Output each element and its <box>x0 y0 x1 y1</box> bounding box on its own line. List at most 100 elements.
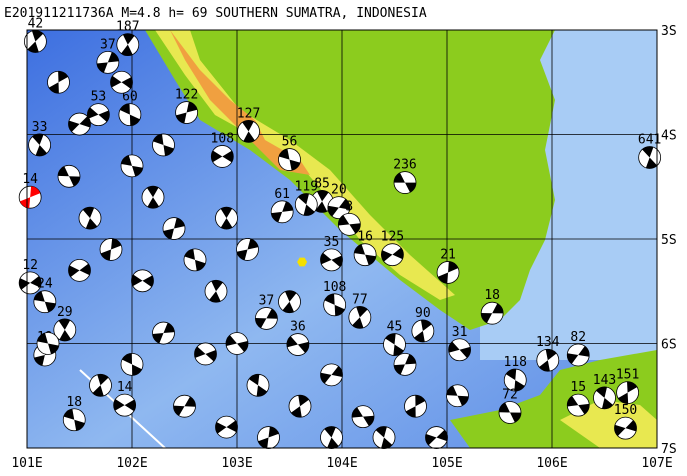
depth-label: 33 <box>32 120 48 135</box>
beachball-compression <box>618 381 638 404</box>
beachball-compression <box>352 306 368 329</box>
depth-label: 122 <box>175 88 198 103</box>
beachball-compression <box>539 349 557 372</box>
beachball-compression <box>297 193 315 216</box>
depth-label: 42 <box>28 16 44 31</box>
beachball <box>215 415 238 439</box>
beachball-compression <box>100 238 122 261</box>
beachball <box>254 307 278 330</box>
beachball-compression <box>226 335 248 352</box>
beachball-compression <box>163 217 185 240</box>
highlands <box>155 30 455 300</box>
beachball <box>120 352 144 376</box>
beachball-compression <box>96 52 119 73</box>
beachball <box>448 338 472 362</box>
frame <box>26 29 658 449</box>
beachball <box>425 426 448 449</box>
beachball <box>348 305 372 329</box>
beachball-compression <box>173 396 196 416</box>
y-tick-label: 7S <box>661 442 677 457</box>
depth-label: 12 <box>22 258 38 273</box>
beachball-compression <box>37 332 59 355</box>
beachball-compression <box>375 426 393 449</box>
beachball-compression <box>68 263 91 277</box>
beachball-compression <box>121 33 135 56</box>
beachball <box>68 258 91 282</box>
beachball <box>210 145 234 168</box>
depth-label: 119 <box>295 180 318 195</box>
beachball <box>286 333 310 356</box>
beachball <box>503 368 527 392</box>
beachball <box>36 332 60 355</box>
beachball-compression <box>505 369 525 392</box>
beachball <box>278 290 301 314</box>
y-tick-label: 5S <box>661 233 677 248</box>
x-tick-label: 105E <box>431 456 462 471</box>
beachball <box>294 193 318 216</box>
beachball <box>614 416 637 440</box>
beachball-compression <box>48 71 69 94</box>
depth-label: 236 <box>393 158 416 173</box>
depth-label: 29 <box>57 305 73 320</box>
beachball <box>152 321 175 345</box>
beachball-compression <box>110 75 133 89</box>
beachball-compression <box>92 374 109 397</box>
depth-label: 21 <box>440 247 456 262</box>
depth-label: 31 <box>452 325 468 340</box>
beachball <box>393 352 417 376</box>
depth-label: 20 <box>331 183 347 198</box>
depth-label: 37 <box>100 37 116 52</box>
beachball-compression <box>19 276 42 290</box>
depth-label: 45 <box>387 320 403 335</box>
beachball-compression <box>119 103 140 126</box>
beachball <box>327 196 351 220</box>
beachball-compression <box>82 207 98 230</box>
depth-label: 72 <box>502 387 518 402</box>
depth-label: 24 <box>37 277 53 292</box>
y-tick-label: 3S <box>661 24 677 39</box>
beachball <box>118 103 142 127</box>
beachball-compression <box>32 133 47 156</box>
epicenter <box>297 257 308 267</box>
beachball <box>257 426 280 449</box>
beachball-compression <box>113 399 136 412</box>
beachball <box>194 342 217 366</box>
beachball <box>320 363 343 387</box>
beachball <box>638 146 662 169</box>
beachball <box>33 290 57 314</box>
beachball <box>173 394 196 418</box>
x-tick-label: 106E <box>536 456 567 471</box>
depth-label: 77 <box>352 292 368 307</box>
depth-label: 18 <box>484 288 500 303</box>
depth-label: 53 <box>91 90 107 105</box>
beachball-compression <box>152 322 175 344</box>
beachball <box>53 318 77 342</box>
sumatra <box>145 30 555 330</box>
beachball-compression <box>248 374 268 397</box>
beachball <box>323 293 347 317</box>
beachball <box>113 393 137 417</box>
beachball-compression <box>58 166 80 187</box>
beachball-compression <box>405 395 426 418</box>
beachball <box>78 206 102 230</box>
beachball <box>616 381 639 405</box>
depth-label: 641 <box>638 132 661 147</box>
beachball-compression <box>58 318 71 341</box>
y-tick-label: 6S <box>661 338 677 353</box>
depth-label: 85 <box>314 176 330 191</box>
beachball-compression <box>291 395 309 418</box>
x-tick-label: 101E <box>11 456 42 471</box>
beachball <box>141 185 165 209</box>
depth-label: 118 <box>504 355 527 370</box>
beachball <box>57 164 81 188</box>
x-tick-label: 102E <box>116 456 147 471</box>
beachball <box>237 119 260 143</box>
beachball <box>480 301 504 325</box>
beachball <box>47 70 70 94</box>
beachball-compression <box>33 291 56 313</box>
depth-label: 37 <box>259 293 275 308</box>
beachball-compression <box>320 366 343 384</box>
beachball <box>96 50 120 74</box>
beachball-compression <box>147 186 159 209</box>
